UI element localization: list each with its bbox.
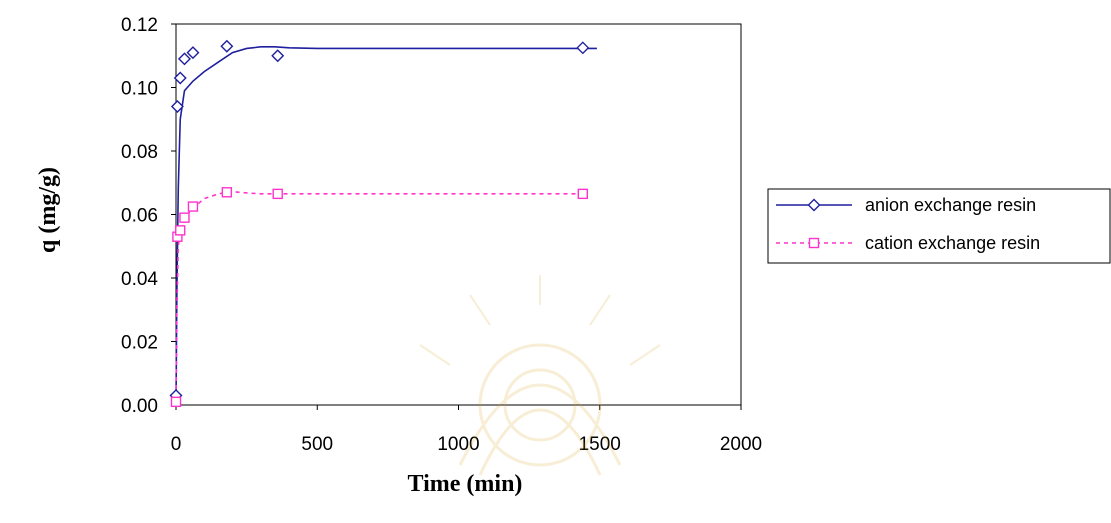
anion-data-point	[173, 71, 187, 85]
x-tick-label: 500	[301, 434, 333, 455]
legend-marker-cation	[808, 237, 820, 249]
legend-box	[767, 188, 1111, 264]
legend-label-anion: anion exchange resin	[865, 195, 1036, 215]
anion-data-point	[220, 39, 234, 53]
cation-data-point	[170, 396, 182, 408]
cation-data-point	[179, 212, 190, 223]
x-tick-label: 1500	[579, 434, 621, 455]
legend-marker-anion	[807, 198, 821, 212]
fit-line-anion	[175, 46, 597, 406]
x-tick-label: 0	[171, 434, 182, 455]
y-axis-title: q (mg/g)	[35, 167, 61, 253]
x-tick-label: 1000	[437, 434, 479, 455]
anion-data-point	[177, 52, 191, 66]
anion-data-point	[271, 49, 285, 63]
y-tick-label: 0.00	[121, 396, 158, 417]
y-tick-label: 0.02	[121, 333, 158, 354]
x-axis-title: Time (min)	[408, 471, 523, 497]
fit-line-cation	[175, 190, 583, 406]
plot-border	[175, 23, 742, 406]
cation-data-point	[272, 188, 283, 200]
anion-data-point	[170, 100, 184, 114]
y-tick-label: 0.10	[121, 79, 158, 100]
fit-curves	[175, 46, 597, 406]
data-markers	[169, 39, 590, 408]
y-axis: 0.00 0.02 0.04 0.06 0.08 0.10 0.12	[121, 15, 176, 417]
cation-data-point	[577, 188, 588, 200]
y-tick-label: 0.08	[121, 142, 158, 163]
anion-data-point	[186, 46, 200, 60]
y-tick-label: 0.12	[121, 15, 158, 36]
anion-data-point	[576, 41, 590, 55]
legend-label-cation: cation exchange resin	[865, 233, 1040, 253]
x-axis: 0 500 1000 1500 2000	[171, 405, 762, 455]
cation-data-point	[175, 225, 186, 236]
cation-data-point	[187, 201, 199, 212]
plot-area	[175, 23, 742, 406]
y-tick-label: 0.06	[121, 206, 158, 227]
y-tick-label: 0.04	[121, 269, 158, 290]
x-tick-label: 2000	[720, 434, 762, 455]
cation-data-point	[221, 187, 233, 198]
legend: anion exchange resin cation exchange resi…	[767, 188, 1111, 264]
